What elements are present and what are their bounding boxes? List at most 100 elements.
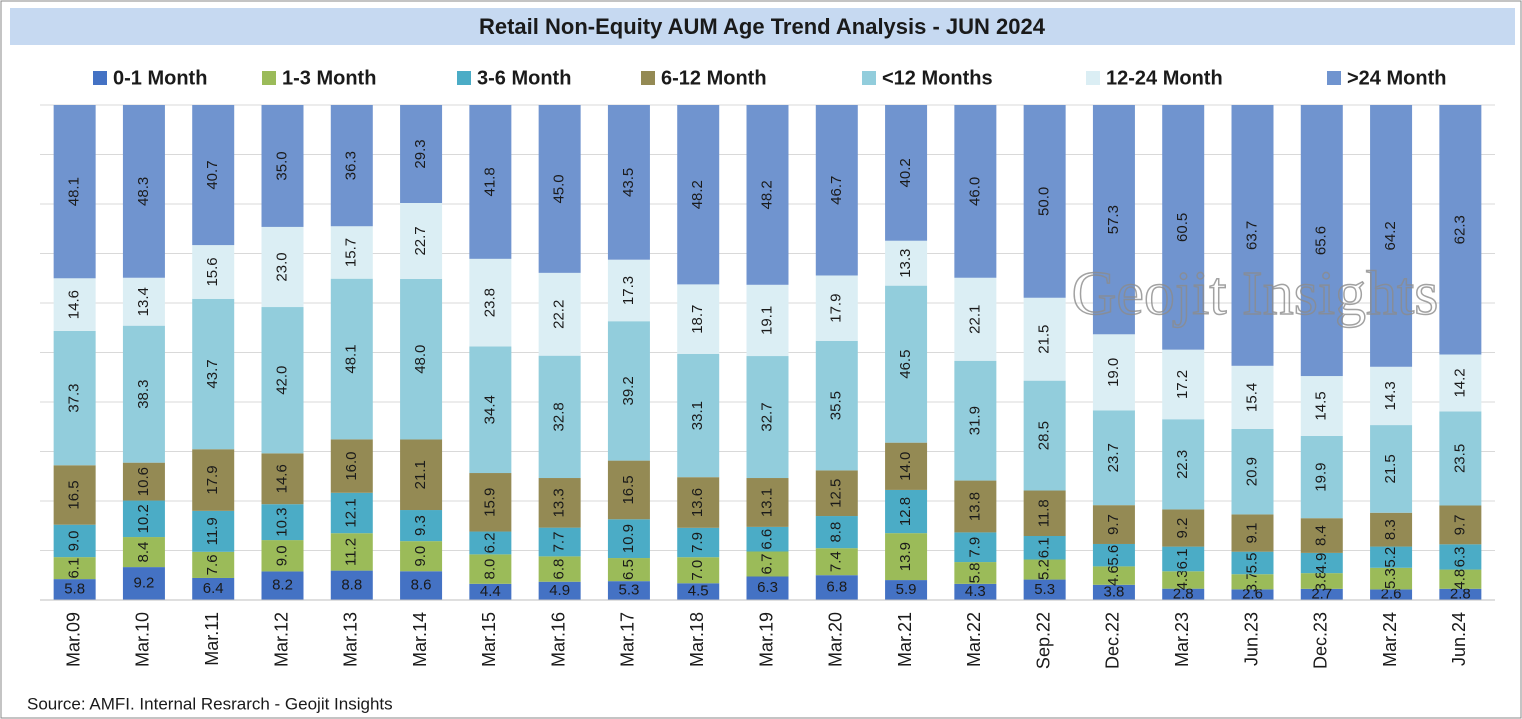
data-label: 8.3	[1382, 519, 1399, 540]
bar-segment	[746, 105, 789, 285]
bar-segment	[469, 554, 512, 584]
data-label: 8.6	[411, 577, 432, 594]
data-label: 5.9	[896, 581, 917, 598]
bar-segment	[330, 226, 373, 279]
data-label: 17.9	[828, 294, 845, 323]
data-label: 3.8	[1313, 571, 1330, 592]
bar-segment	[815, 516, 858, 549]
bar-segment	[677, 527, 720, 558]
data-label: 12.8	[897, 497, 914, 526]
data-label: 19.1	[758, 306, 775, 335]
bar-segment	[1162, 349, 1205, 420]
legend-swatch	[641, 71, 655, 85]
data-label: 31.9	[966, 406, 983, 435]
data-label: 6.5	[620, 559, 637, 580]
data-label: 14.2	[1451, 368, 1468, 397]
data-label: 9.2	[1174, 518, 1191, 539]
data-label: 22.2	[551, 300, 568, 329]
data-label: 48.1	[343, 344, 360, 373]
data-label: 14.3	[1382, 381, 1399, 410]
bar-segment	[815, 105, 858, 276]
bar-segment	[261, 571, 304, 600]
bar-segment	[469, 346, 512, 474]
data-label: 16.0	[343, 451, 360, 480]
data-label: 41.8	[481, 167, 498, 196]
data-label: 39.2	[620, 376, 637, 405]
data-label: 6.1	[1174, 549, 1191, 570]
bar-segment	[954, 562, 997, 584]
bar-segment	[469, 531, 512, 555]
bar-segment	[53, 105, 96, 279]
data-label: 23.0	[273, 252, 290, 281]
bar-segment	[677, 477, 720, 528]
data-label: 13.9	[897, 542, 914, 571]
x-tick-label: Mar.19	[756, 612, 776, 667]
bar-segment	[1439, 569, 1482, 589]
data-label: 48.0	[412, 345, 429, 374]
data-label: 21.1	[412, 460, 429, 489]
data-label: 5.8	[64, 581, 85, 598]
bar-segment	[400, 439, 443, 511]
bar-segment	[1231, 574, 1274, 590]
bar-segment	[1300, 552, 1343, 574]
bar-segment	[1023, 297, 1066, 381]
bar-segment	[1162, 571, 1205, 589]
bar-segment	[954, 480, 997, 533]
data-label: 10.3	[273, 508, 290, 537]
bar-segment	[330, 492, 373, 534]
bar-segment	[53, 557, 96, 580]
data-label: 5.6	[1105, 545, 1122, 566]
data-label: 8.8	[341, 576, 362, 593]
bar-segment	[53, 330, 96, 466]
data-label: 7.4	[828, 551, 845, 572]
bar-segment	[1162, 546, 1205, 572]
bar-segment	[1092, 584, 1135, 600]
bar-segment	[330, 533, 373, 571]
data-label: 57.3	[1105, 205, 1122, 234]
bar-segment	[885, 580, 928, 600]
bar-segment	[261, 105, 304, 227]
data-label: 5.3	[1382, 568, 1399, 589]
x-tick-label: Mar.18	[687, 612, 707, 667]
bar-segment	[1092, 543, 1135, 567]
data-label: 14.6	[273, 464, 290, 493]
bar-segment	[885, 285, 928, 443]
legend-label: 12-24 Month	[1106, 67, 1223, 89]
bar-segment	[1439, 354, 1482, 412]
bar-segment	[1231, 365, 1274, 429]
data-label: 46.5	[897, 350, 914, 379]
x-tick-label: Mar.15	[479, 612, 499, 667]
bar-segment	[400, 541, 443, 572]
bar-segment	[1092, 334, 1135, 411]
data-label: 19.9	[1313, 462, 1330, 491]
bar-segment	[1370, 105, 1413, 367]
data-label: 9.0	[412, 546, 429, 567]
data-label: 9.3	[412, 515, 429, 536]
data-label: 4.3	[1174, 570, 1191, 591]
data-label: 11.9	[204, 517, 221, 545]
bar-segment	[1231, 428, 1274, 515]
bar-segment	[538, 272, 581, 356]
bar-segment	[330, 105, 373, 227]
data-label: 7.9	[689, 532, 706, 553]
data-label: 40.2	[897, 158, 914, 187]
data-label: 10.6	[135, 467, 152, 496]
bar-segment	[746, 356, 789, 479]
data-label: 4.4	[480, 583, 501, 600]
data-label: 14.0	[897, 452, 914, 481]
data-label: 6.1	[1036, 537, 1053, 558]
data-label: 13.4	[135, 287, 152, 316]
bar-segment	[538, 478, 581, 528]
bar-segment	[954, 277, 997, 361]
data-label: 7.9	[966, 537, 983, 558]
bar-segment	[1231, 514, 1274, 552]
data-label: 37.3	[66, 383, 83, 412]
bar-segment	[538, 556, 581, 582]
data-label: 9.0	[66, 530, 83, 551]
bar-segment	[330, 278, 373, 440]
bar-segment	[400, 510, 443, 542]
data-label: 23.7	[1105, 443, 1122, 472]
data-label: 2.8	[1450, 585, 1471, 602]
bar-segment	[885, 105, 928, 241]
data-label: 5.2	[1382, 547, 1399, 568]
